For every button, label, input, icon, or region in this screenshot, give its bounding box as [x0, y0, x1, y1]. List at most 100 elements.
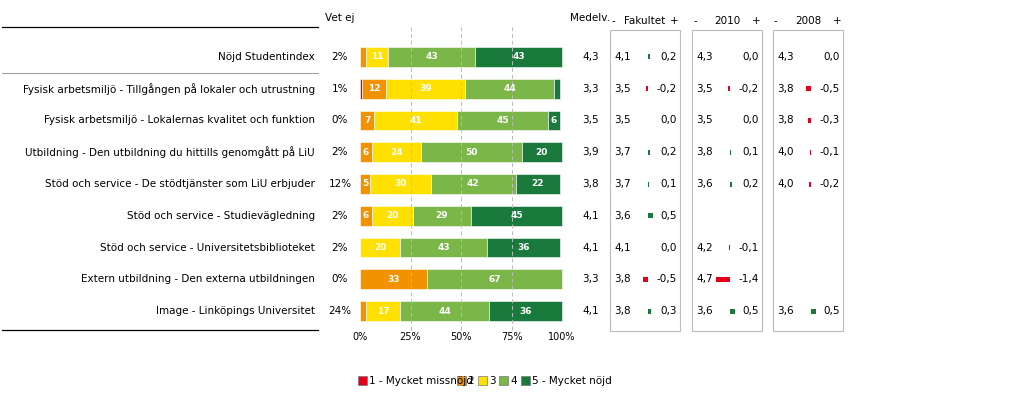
- Bar: [360, 111, 374, 130]
- Text: 25%: 25%: [399, 332, 421, 342]
- Bar: [360, 206, 372, 225]
- Bar: [388, 47, 475, 67]
- Text: 3,3: 3,3: [582, 84, 599, 94]
- Text: 6: 6: [551, 116, 557, 125]
- Text: 43: 43: [425, 52, 438, 61]
- Text: 67: 67: [488, 275, 501, 284]
- Text: 0,1: 0,1: [660, 179, 677, 189]
- Text: 3,6: 3,6: [696, 179, 713, 189]
- Text: 20: 20: [536, 148, 548, 157]
- Text: 24%: 24%: [329, 306, 351, 316]
- Text: 50%: 50%: [451, 332, 472, 342]
- Text: 0,5: 0,5: [660, 211, 677, 221]
- Text: -: -: [611, 16, 614, 26]
- Bar: [500, 376, 508, 385]
- Text: 3,8: 3,8: [777, 84, 794, 94]
- Bar: [515, 174, 560, 194]
- Text: Nöjd Studentindex: Nöjd Studentindex: [218, 52, 315, 62]
- Text: 3,8: 3,8: [614, 306, 631, 316]
- Bar: [643, 277, 648, 282]
- Bar: [374, 111, 457, 130]
- Text: 20: 20: [374, 243, 386, 252]
- Bar: [554, 79, 560, 99]
- Text: 5: 5: [361, 180, 369, 188]
- Text: -0,1: -0,1: [820, 147, 840, 157]
- Bar: [646, 86, 648, 91]
- Text: 39: 39: [420, 84, 432, 93]
- Bar: [386, 79, 465, 99]
- Text: 36: 36: [517, 243, 529, 252]
- Text: 0,1: 0,1: [742, 147, 759, 157]
- Text: Stöd och service - Universitetsbiblioteket: Stöd och service - Universitetsbibliotek…: [100, 243, 315, 253]
- Text: 33: 33: [387, 275, 399, 284]
- Bar: [457, 376, 466, 385]
- Text: 44: 44: [438, 306, 452, 316]
- Bar: [360, 174, 370, 194]
- Text: -1,4: -1,4: [738, 275, 759, 284]
- Text: 22: 22: [531, 180, 544, 188]
- Bar: [465, 79, 554, 99]
- Text: -0,5: -0,5: [656, 275, 677, 284]
- Text: 4,3: 4,3: [777, 52, 794, 62]
- Text: 1%: 1%: [332, 84, 348, 94]
- Bar: [806, 86, 811, 91]
- Bar: [366, 47, 388, 67]
- Bar: [648, 150, 650, 155]
- Bar: [360, 238, 400, 257]
- Text: 100%: 100%: [548, 332, 575, 342]
- Bar: [478, 376, 487, 385]
- Text: 0,2: 0,2: [660, 147, 677, 157]
- Text: 2008: 2008: [795, 16, 821, 26]
- Text: 3,5: 3,5: [696, 84, 713, 94]
- Text: 2%: 2%: [332, 211, 348, 221]
- Text: 0,0: 0,0: [742, 52, 759, 62]
- Text: 3,5: 3,5: [696, 115, 713, 125]
- Text: 3,6: 3,6: [614, 211, 631, 221]
- Text: 7: 7: [364, 116, 371, 125]
- Text: 30: 30: [394, 180, 407, 188]
- Text: 4,3: 4,3: [696, 52, 713, 62]
- Bar: [471, 206, 562, 225]
- Bar: [489, 301, 562, 321]
- Text: 24: 24: [390, 148, 402, 157]
- Text: 44: 44: [503, 84, 516, 93]
- Text: 3: 3: [489, 375, 496, 385]
- Text: Fakultet: Fakultet: [625, 16, 666, 26]
- Bar: [370, 174, 431, 194]
- Text: 0%: 0%: [332, 275, 348, 284]
- Text: Vet ej: Vet ej: [326, 13, 354, 23]
- Bar: [730, 182, 732, 186]
- Text: 6: 6: [362, 148, 370, 157]
- Text: 4,1: 4,1: [614, 52, 631, 62]
- Bar: [809, 182, 811, 186]
- Text: 20: 20: [386, 211, 398, 220]
- Bar: [421, 142, 521, 162]
- Text: Fysisk arbetsmiljö - Tillgången på lokaler och utrustning: Fysisk arbetsmiljö - Tillgången på lokal…: [23, 83, 315, 95]
- Text: 2%: 2%: [332, 147, 348, 157]
- Bar: [811, 308, 816, 314]
- Text: 4: 4: [510, 375, 517, 385]
- Text: 3,5: 3,5: [582, 115, 599, 125]
- Text: 17: 17: [377, 306, 389, 316]
- Text: 0,2: 0,2: [660, 52, 677, 62]
- Text: Utbildning - Den utbildning du hittills genomgått på LiU: Utbildning - Den utbildning du hittills …: [26, 146, 315, 158]
- Bar: [360, 142, 372, 162]
- Bar: [400, 301, 489, 321]
- Text: 41: 41: [410, 116, 422, 125]
- Text: 1 - Mycket missnöjd: 1 - Mycket missnöjd: [369, 375, 473, 385]
- Text: -: -: [693, 16, 696, 26]
- Text: 2%: 2%: [332, 52, 348, 62]
- Text: Extern utbildning - Den externa utbildningen: Extern utbildning - Den externa utbildni…: [81, 275, 315, 284]
- Text: 3,7: 3,7: [614, 179, 631, 189]
- Text: 2: 2: [468, 375, 474, 385]
- Text: 36: 36: [519, 306, 531, 316]
- Text: -0,2: -0,2: [738, 84, 759, 94]
- Bar: [610, 30, 680, 331]
- Bar: [360, 269, 427, 289]
- Text: +: +: [834, 16, 842, 26]
- Text: 4,1: 4,1: [582, 211, 599, 221]
- Text: 3,6: 3,6: [696, 306, 713, 316]
- Text: 0%: 0%: [332, 115, 348, 125]
- Text: Image - Linköpings Universitet: Image - Linköpings Universitet: [156, 306, 315, 316]
- Text: 3,7: 3,7: [614, 147, 631, 157]
